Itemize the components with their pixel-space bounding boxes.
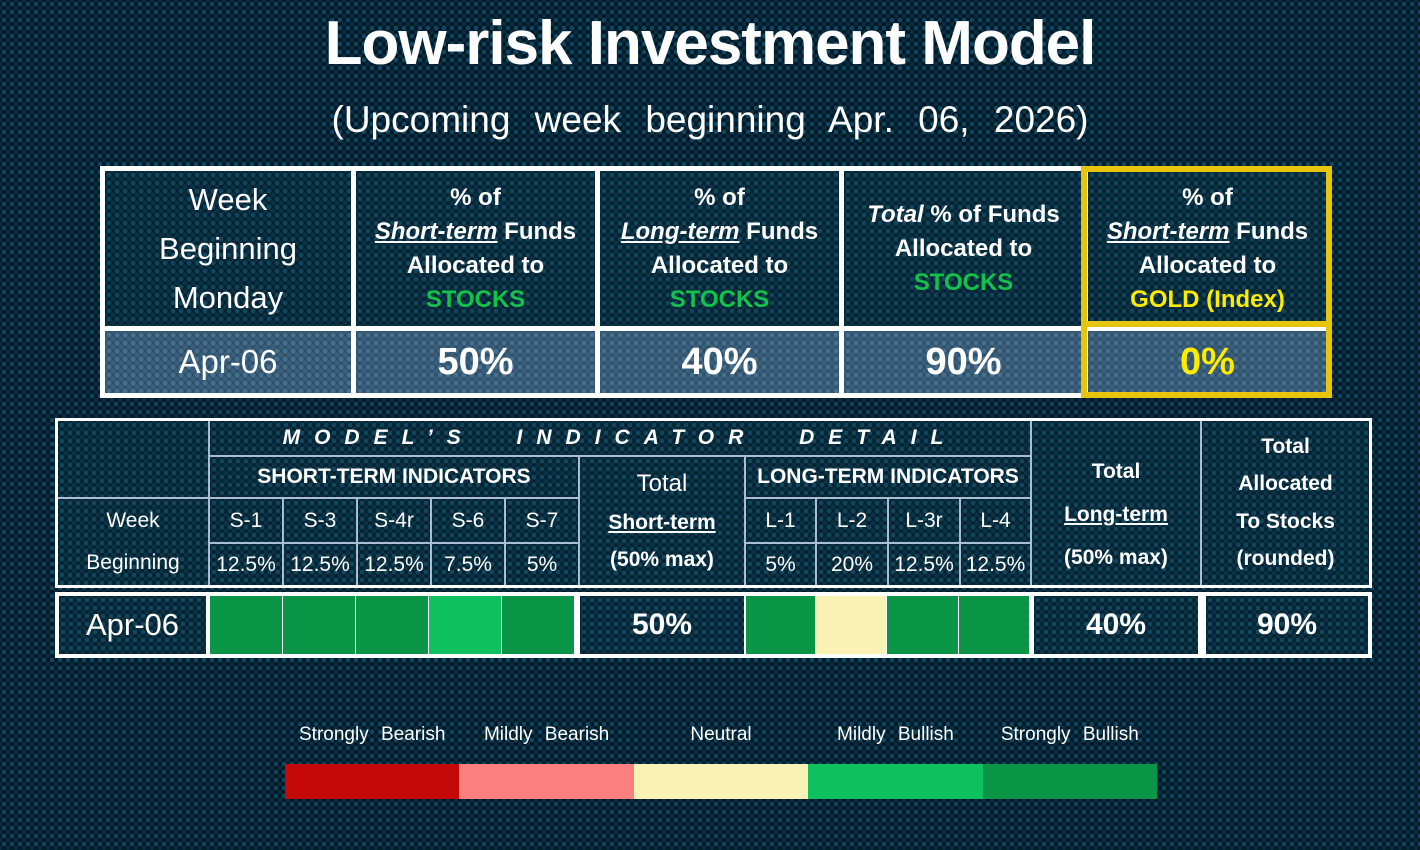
sentiment-legend-bar xyxy=(285,764,1158,799)
total-long-term-header: Total Long-term (50% max) xyxy=(1032,421,1200,585)
indicator-weight: 12.5% xyxy=(961,544,1030,585)
total-allocated-value: 90% xyxy=(1206,596,1368,654)
indicator-name: S-1 xyxy=(210,499,282,542)
stocks-label: STOCKS xyxy=(913,268,1014,296)
stocks-label: STOCKS xyxy=(669,285,770,313)
legend-swatch-strongly-bearish xyxy=(285,764,460,799)
header-short-term-funds-stocks: % of Short-term Funds Allocated to STOCK… xyxy=(356,171,595,326)
indicator-name: S-6 xyxy=(432,499,504,542)
value-short-term-pct: 50% xyxy=(356,331,595,393)
total-short-term-header: Total Short-term (50% max) xyxy=(580,457,744,585)
indicator-name: L-2 xyxy=(817,499,887,542)
total-allocated-header: Total Allocated To Stocks (rounded) xyxy=(1202,421,1369,585)
value-long-term-pct: 40% xyxy=(600,331,839,393)
stocks-label: STOCKS xyxy=(425,285,526,313)
row-week: Apr-06 xyxy=(59,596,206,654)
legend-swatch-neutral xyxy=(633,764,809,799)
indicator-weight: 20% xyxy=(817,544,887,585)
indicator-weight: 12.5% xyxy=(284,544,356,585)
value-week: Apr-06 xyxy=(105,331,351,393)
indicator-name: S-7 xyxy=(506,499,578,542)
sentiment-cell-s1 xyxy=(210,596,282,654)
sentiment-cell-s6 xyxy=(429,596,501,654)
sentiment-cell-s4r xyxy=(356,596,428,654)
indicator-name: L-3r xyxy=(889,499,959,542)
legend-swatch-mildly-bearish xyxy=(459,764,634,799)
indicator-weight: 12.5% xyxy=(210,544,282,585)
legend-swatch-strongly-bullish xyxy=(982,764,1158,799)
long-term-indicators-group-label: LONG-TERM INDICATORS xyxy=(746,457,1030,497)
legend-label-mildly-bearish: Mildly Bearish xyxy=(483,724,610,745)
indicator-header-grid: MODEL’S INDICATOR DETAIL SHORT-TERM INDI… xyxy=(55,418,1372,588)
sentiment-cell-l3r xyxy=(887,596,958,654)
week-beginning-label: Week Beginning xyxy=(58,499,208,585)
indicator-name: L-1 xyxy=(746,499,815,542)
header-total-funds-stocks: Total % of Funds Allocated to STOCKS xyxy=(844,171,1083,326)
indicator-weight: 5% xyxy=(506,544,578,585)
legend-label-strongly-bullish: Strongly Bullish xyxy=(1000,724,1139,745)
models-indicator-detail-banner: MODEL’S INDICATOR DETAIL xyxy=(210,421,1030,455)
sentiment-cell-l2 xyxy=(816,596,886,654)
indicator-detail-table: MODEL’S INDICATOR DETAIL SHORT-TERM INDI… xyxy=(55,418,1372,658)
header-short-term-funds-gold: % of Short-term Funds Allocated to GOLD … xyxy=(1088,171,1327,326)
sentiment-cell-s7 xyxy=(502,596,574,654)
total-short-term-value: 50% xyxy=(580,596,744,654)
legend-label-neutral: Neutral xyxy=(690,724,752,745)
sentiment-cell-l4 xyxy=(959,596,1029,654)
value-total-pct: 90% xyxy=(844,331,1083,393)
allocation-table: Week Beginning Monday % of Short-term Fu… xyxy=(100,166,1332,398)
legend-label-mildly-bullish: Mildly Bullish xyxy=(837,724,954,745)
header-long-term-funds-stocks: % of Long-term Funds Allocated to STOCKS xyxy=(600,171,839,326)
sentiment-cell-l1 xyxy=(746,596,815,654)
indicator-weight: 12.5% xyxy=(889,544,959,585)
sentiment-legend-labels: Strongly Bearish Mildly Bearish Neutral … xyxy=(285,724,1157,746)
short-term-indicators-group-label: SHORT-TERM INDICATORS xyxy=(210,457,578,497)
page-subtitle: (Upcoming week beginning Apr. 06, 2026) xyxy=(331,99,1089,140)
sentiment-cell-s3 xyxy=(283,596,355,654)
indicator-weight: 5% xyxy=(746,544,815,585)
indicator-name: L-4 xyxy=(961,499,1030,542)
indicator-data-row: Apr-06 50% 40% 90% xyxy=(55,592,1372,658)
indicator-weight: 12.5% xyxy=(358,544,430,585)
indicator-weight: 7.5% xyxy=(432,544,504,585)
gold-label: GOLD (Index) xyxy=(1130,285,1285,313)
page-title: Low-risk Investment Model xyxy=(324,9,1097,78)
value-gold-pct: 0% xyxy=(1088,331,1327,393)
legend-label-strongly-bearish: Strongly Bearish xyxy=(299,724,446,745)
total-long-term-value: 40% xyxy=(1034,596,1198,654)
header-week-beginning-monday: Week Beginning Monday xyxy=(105,171,351,326)
indicator-name: S-3 xyxy=(284,499,356,542)
empty-corner-cell xyxy=(58,421,208,497)
indicator-name: S-4r xyxy=(358,499,430,542)
legend-swatch-mildly-bullish xyxy=(808,764,983,799)
